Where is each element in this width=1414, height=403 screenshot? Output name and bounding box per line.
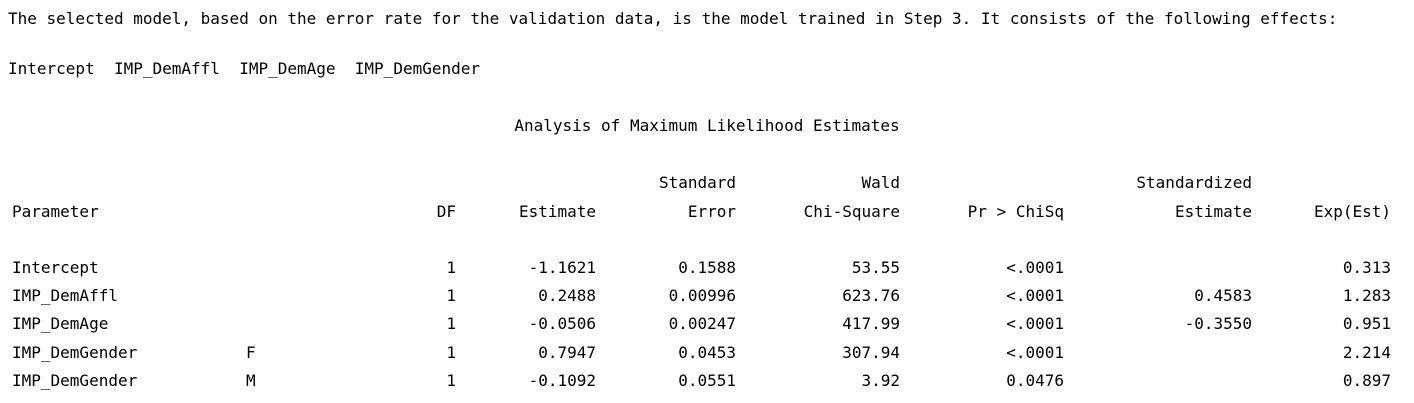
cell-pr-chisq: 0.0476 [1006, 371, 1064, 390]
cell-exp-est: 1.283 [1342, 286, 1391, 305]
header-df: DF [436, 202, 456, 221]
cell-estimate: -0.0506 [528, 314, 596, 333]
header-standard: Standard [658, 173, 736, 192]
header-std-estimate: Estimate [1174, 202, 1252, 221]
cell-wald-chisq: 3.92 [861, 371, 900, 390]
cell-parameter: IMP_DemGender [12, 343, 138, 362]
header-estimate: Estimate [518, 202, 596, 221]
cell-df: 1 [446, 286, 456, 305]
cell-parameter: IMP_DemAffl [12, 286, 118, 305]
cell-exp-est: 0.897 [1342, 371, 1391, 390]
cell-std-estimate: -0.3550 [1184, 314, 1252, 333]
cell-wald-chisq: 623.76 [842, 286, 900, 305]
cell-std-error: 0.00996 [668, 286, 736, 305]
cell-pr-chisq: <.0001 [1006, 343, 1064, 362]
model-summary-text: The selected model, based on the error r… [8, 9, 1338, 28]
cell-df: 1 [446, 258, 456, 277]
cell-std-error: 0.0453 [678, 343, 736, 362]
header-wald: Wald [861, 173, 900, 192]
cell-exp-est: 2.214 [1342, 343, 1391, 362]
cell-parameter: IMP_DemAge [12, 314, 109, 333]
header-standardized: Standardized [1136, 173, 1252, 192]
cell-pr-chisq: <.0001 [1006, 286, 1064, 305]
cell-estimate: 0.7947 [538, 343, 596, 362]
cell-df: 1 [446, 343, 456, 362]
effects-list: Intercept IMP_DemAffl IMP_DemAge IMP_Dem… [8, 59, 481, 78]
cell-wald-chisq: 417.99 [842, 314, 900, 333]
cell-std-estimate: 0.4583 [1194, 286, 1252, 305]
cell-estimate: 0.2488 [538, 286, 596, 305]
cell-level: F [246, 343, 256, 362]
cell-std-error: 0.00247 [668, 314, 736, 333]
header-exp-est: Exp(Est) [1313, 202, 1391, 221]
cell-std-error: 0.1588 [678, 258, 736, 277]
cell-pr-chisq: <.0001 [1006, 314, 1064, 333]
cell-pr-chisq: <.0001 [1006, 258, 1064, 277]
table-title: Analysis of Maximum Likelihood Estimates [514, 116, 900, 135]
cell-estimate: -0.1092 [528, 371, 596, 390]
cell-estimate: -1.1621 [528, 258, 596, 277]
cell-df: 1 [446, 314, 456, 333]
cell-level: M [246, 371, 256, 390]
header-chi-square: Chi-Square [803, 202, 900, 221]
cell-exp-est: 0.951 [1342, 314, 1391, 333]
cell-df: 1 [446, 371, 456, 390]
cell-wald-chisq: 307.94 [842, 343, 900, 362]
cell-exp-est: 0.313 [1342, 258, 1391, 277]
cell-parameter: IMP_DemGender [12, 371, 138, 390]
cell-std-error: 0.0551 [678, 371, 736, 390]
header-pr-chisq: Pr > ChiSq [967, 202, 1064, 221]
header-parameter: Parameter [12, 202, 99, 221]
cell-parameter: Intercept [12, 258, 99, 277]
header-error: Error [687, 202, 736, 221]
cell-wald-chisq: 53.55 [851, 258, 900, 277]
